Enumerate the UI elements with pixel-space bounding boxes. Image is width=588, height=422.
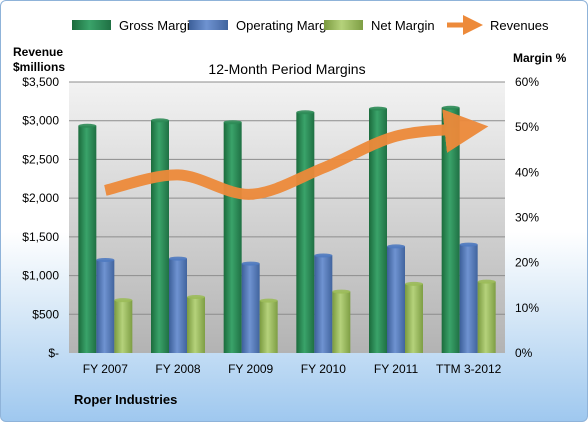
gridlines [69,81,505,315]
category-label-fy-2010: FY 2010 [301,362,346,376]
bar-cap-operating-margin [314,253,333,258]
left-tick-label: $3,500 [22,75,59,89]
legend-swatch-net-margin [324,20,363,30]
left-tick-label: $500 [32,307,59,321]
bar-net-margin-fy-2010 [332,291,351,353]
right-tick-label: 10% [515,301,539,315]
left-tick-label: $1,500 [22,230,59,244]
bar-cap-operating-margin [241,261,260,266]
right-tick-label: 50% [515,120,539,134]
bar-net-margin-ttm-3-2012 [477,281,496,353]
left-axis-title-line1: Revenue [13,45,63,59]
bar-cap-gross-margin [296,110,315,115]
legend: Gross Margin Operating Margin Net Margin… [72,15,549,35]
revenues-line [104,109,489,200]
bar-cap-operating-margin [459,242,478,247]
bar-gross-margin-fy-2008 [151,120,169,354]
bar-cap-operating-margin [169,256,187,261]
category-labels: FY 2007 FY 2008 FY 2009 FY 2010 FY 2011 TTM 3… [83,362,502,376]
bar-net-margin-fy-2007 [114,300,133,353]
left-tick-label: $2,000 [22,191,59,205]
bar-operating-margin-fy-2007 [96,259,115,353]
bar-cap-gross-margin [78,123,97,128]
legend-label-gross-margin: Gross Margin [119,18,197,33]
right-tick-label: 40% [515,165,539,179]
left-tick-label: $3,000 [22,114,59,128]
bar-gross-margin-fy-2010 [296,112,315,354]
right-tick-label: 0% [515,346,533,360]
bar-gross-margin-ttm-3-2012 [441,107,460,354]
bar-cap-gross-margin [369,106,387,111]
right-tick-label: 20% [515,256,539,270]
bar-cap-net-margin [332,289,351,294]
category-label-fy-2009: FY 2009 [228,362,273,376]
bar-cap-gross-margin [151,118,169,123]
company-name: Roper Industries [74,392,177,407]
bar-operating-margin-fy-2011 [387,246,405,353]
bar-gross-margin-fy-2011 [369,108,387,353]
bar-operating-margin-fy-2010 [314,255,333,353]
bar-gross-margin-fy-2009 [223,122,242,353]
bar-net-margin-fy-2009 [259,300,278,353]
bar-cap-operating-margin [96,257,115,262]
bar-operating-margin-ttm-3-2012 [459,244,478,353]
category-label-fy-2011: FY 2011 [374,362,419,376]
bar-cap-net-margin [187,294,205,299]
left-tick-label: $1,000 [22,269,59,283]
left-tick-label: $2,500 [22,152,59,166]
bar-cap-net-margin [405,281,423,286]
bar-net-margin-fy-2008 [187,296,205,353]
left-axis-ticks: $- $500 $1,000 $1,500 $2,000 $2,500 $3,000 $3,5… [22,75,59,360]
right-tick-label: 60% [515,75,539,89]
right-axis-ticks: 0% 10% 20% 30% 40% 50% 60% [515,75,539,360]
legend-swatch-operating-margin [189,20,228,30]
bar-gross-margin-fy-2007 [78,125,97,353]
right-tick-label: 30% [515,211,539,225]
bar-operating-margin-fy-2008 [169,258,187,353]
plot-area [69,82,505,353]
category-label-ttm-3-2012: TTM 3-2012 [436,362,502,376]
bar-cap-gross-margin [441,105,460,110]
bar-cap-gross-margin [223,120,242,125]
legend-label-revenues: Revenues [490,18,549,33]
bar-cap-net-margin [114,298,133,303]
category-label-fy-2008: FY 2008 [155,362,200,376]
legend-label-operating-margin: Operating Margin [236,18,336,33]
bar-cap-net-margin [259,298,278,303]
bar-net-margin-fy-2011 [405,283,423,353]
chart-title: 12-Month Period Margins [208,61,365,77]
left-axis-title-line2: $millions [13,60,65,74]
bar-cap-operating-margin [387,244,405,249]
left-tick-label: $- [48,346,59,360]
legend-swatch-gross-margin [72,20,111,30]
revenue-line [104,109,489,200]
bar-cap-net-margin [477,279,496,284]
category-label-fy-2007: FY 2007 [83,362,128,376]
legend-label-net-margin: Net Margin [371,18,435,33]
bar-operating-margin-fy-2009 [241,263,260,353]
right-axis-title: Margin % [513,51,567,65]
